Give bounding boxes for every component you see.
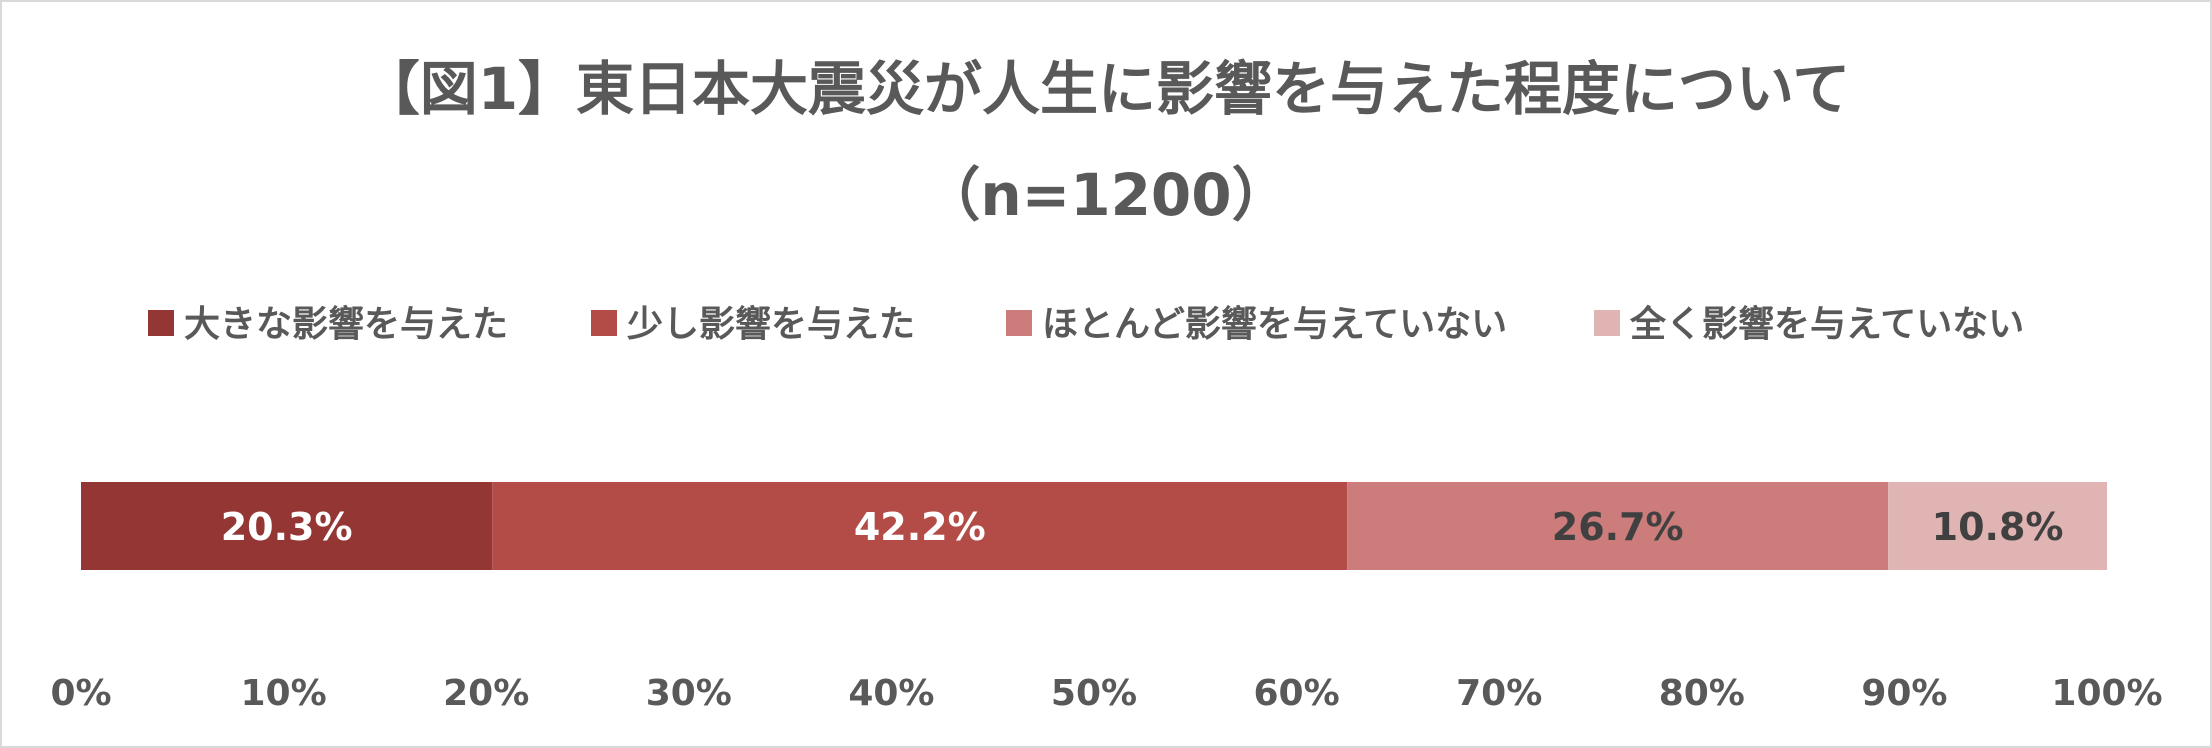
legend-label: 大きな影響を与えた [184,303,508,345]
bar-segment [492,482,1348,570]
x-tick-label: 40% [848,673,934,714]
bar-data-label: 10.8% [1932,505,2064,549]
legend: 大きな影響を与えた 少し影響を与えた ほとんど影響を与えていない 全く影響を与えていな… [148,303,2024,345]
chart-title: 【図1】東日本大震災が人生に影響を与えた程度について [362,55,1851,123]
bar-segments [81,482,2107,570]
x-tick-label: 0% [50,673,111,714]
bar-data-labels: 20.3% 42.2% 26.7% 10.8% [221,505,2064,549]
bar-segment [1888,482,2107,570]
x-tick-label: 50% [1051,673,1137,714]
legend-item: ほとんど影響を与えていない [1006,303,1507,345]
x-tick-label: 70% [1456,673,1542,714]
bar-data-label: 42.2% [854,505,986,549]
legend-swatch [1006,310,1032,336]
x-tick-label: 100% [2051,673,2162,714]
bar-segment [1347,482,1889,570]
x-tick-label: 20% [443,673,529,714]
legend-item: 大きな影響を与えた [148,303,508,345]
legend-swatch [148,310,174,336]
legend-item: 少し影響を与えた [591,303,915,345]
legend-label: 少し影響を与えた [627,303,915,345]
x-tick-label: 80% [1659,673,1745,714]
legend-item: 全く影響を与えていない [1594,303,2024,345]
x-tick-label: 60% [1254,673,1340,714]
legend-label: 全く影響を与えていない [1629,303,2024,345]
bar-segment [81,482,493,570]
bar-data-label: 20.3% [221,505,353,549]
x-tick-label: 90% [1861,673,1947,714]
x-axis-ticks: 0% 10% 20% 30% 40% 50% 60% 70% 80% 90% 100% [50,673,2162,714]
x-tick-label: 10% [241,673,327,714]
chart-subtitle: （n=1200） [922,161,1289,229]
legend-label: ほとんど影響を与えていない [1042,303,1507,345]
x-tick-label: 30% [646,673,732,714]
bar-data-label: 26.7% [1552,505,1684,549]
legend-swatch [1594,310,1620,336]
legend-swatch [591,310,617,336]
